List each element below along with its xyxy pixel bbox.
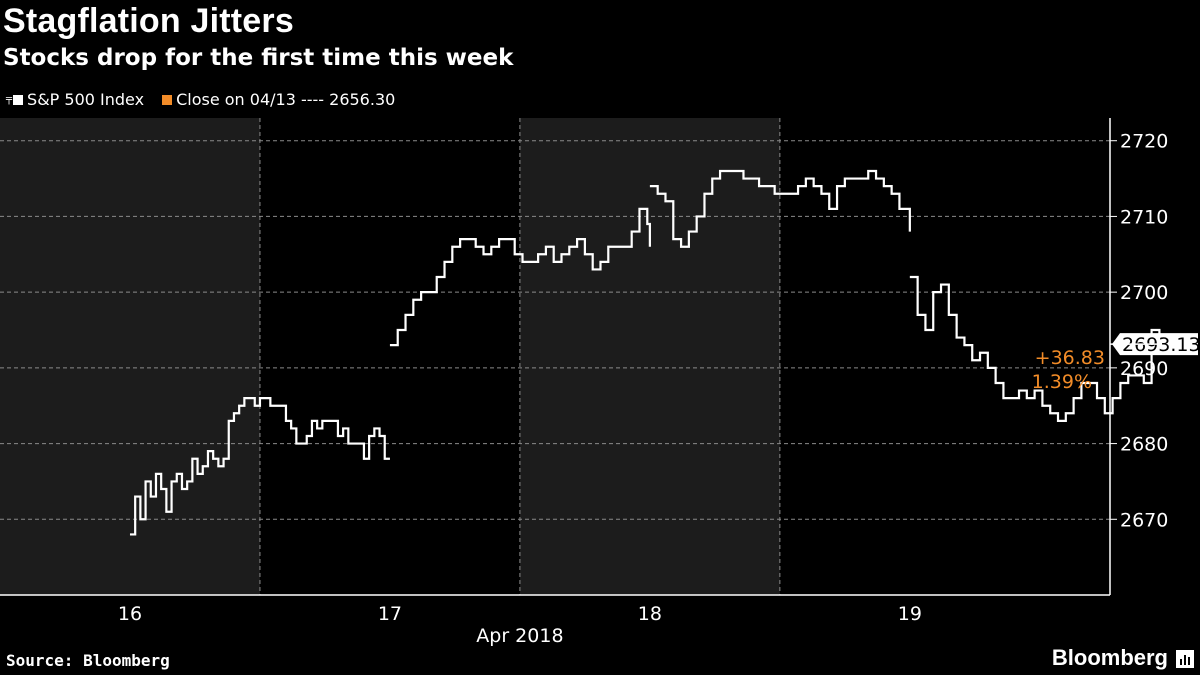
series-0-segment-0 — [129, 397, 390, 536]
y-tick-label-2680: 2680 — [1120, 434, 1168, 456]
change-absolute: +36.83 — [1035, 347, 1105, 369]
day-shade-1 — [519, 118, 780, 595]
bloomberg-chart-icon — [1176, 650, 1194, 668]
y-tick-label-2670: 2670 — [1120, 509, 1168, 531]
x-tick-label-16: 16 — [118, 603, 142, 625]
candle-icon: ╤ — [6, 94, 13, 105]
y-tick-label-2700: 2700 — [1120, 282, 1168, 304]
x-tick-label-18: 18 — [638, 603, 662, 625]
series-0-segment-2 — [649, 169, 911, 248]
x-tick-label-19: 19 — [898, 603, 922, 625]
source-note: Source: Bloomberg — [6, 651, 170, 670]
x-month-label: Apr 2018 — [476, 625, 563, 647]
legend-label-series: S&P 500 Index — [27, 90, 145, 109]
series-0-segment-3 — [909, 275, 1177, 422]
y-tick-label-2710: 2710 — [1120, 206, 1168, 228]
chart-title: Stagflation Jitters — [3, 2, 294, 40]
series-0-segment-1 — [389, 207, 651, 347]
change-percent: 1.39% — [1032, 371, 1092, 393]
legend: ╤ S&P 500 Index Close on 04/13 ---- 2656… — [6, 90, 413, 109]
chart-subtitle: Stocks drop for the first time this week — [3, 45, 514, 71]
x-tick-label-17: 17 — [378, 603, 402, 625]
y-tick-label-2720: 2720 — [1120, 131, 1168, 153]
legend-swatch-series — [13, 94, 24, 105]
day-shade-0 — [0, 118, 260, 595]
legend-label-close: Close on 04/13 ---- 2656.30 — [176, 90, 396, 109]
brand-logo-text: Bloomberg — [1051, 645, 1168, 670]
last-value-label: 2693.13 — [1122, 334, 1200, 356]
legend-swatch-close — [162, 94, 173, 105]
legend-item-series: ╤ S&P 500 Index — [6, 90, 144, 109]
legend-item-close: Close on 04/13 ---- 2656.30 — [162, 90, 395, 109]
